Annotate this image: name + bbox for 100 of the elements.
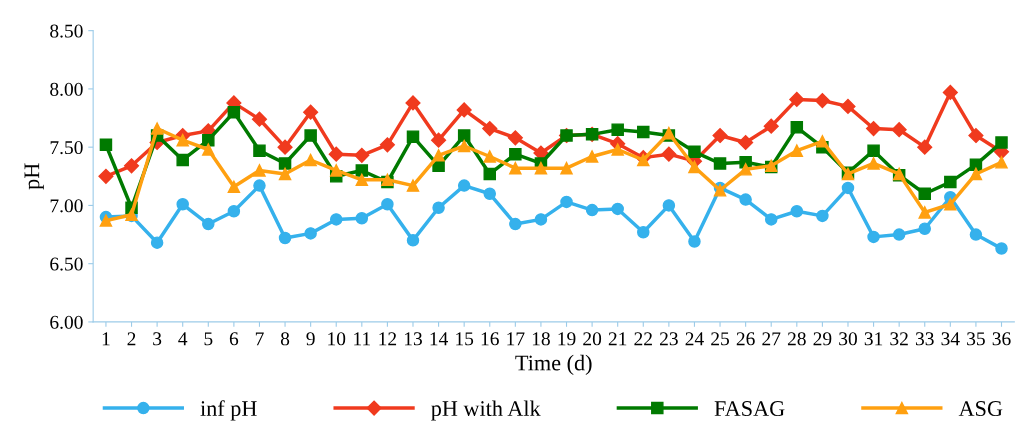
point: [867, 144, 880, 157]
point: [253, 164, 266, 177]
point: [456, 102, 472, 118]
point: [969, 167, 983, 181]
point: [227, 105, 241, 119]
point: [816, 209, 829, 223]
point: [405, 95, 421, 111]
point: [944, 198, 957, 211]
point: [560, 195, 573, 209]
x-tick-label: 11: [354, 332, 371, 346]
x-tick-label: 14: [430, 332, 448, 346]
x-tick-label: 3: [153, 332, 162, 346]
point: [431, 132, 447, 148]
point: [304, 227, 317, 240]
point: [150, 122, 164, 135]
x-tick-label: 4: [178, 332, 188, 346]
point: [969, 158, 983, 171]
x-tick-label: 26: [736, 332, 755, 346]
point: [790, 204, 804, 218]
point: [251, 111, 268, 127]
point: [637, 125, 650, 139]
x-tick-label: 28: [787, 332, 806, 346]
point: [585, 150, 599, 163]
x-tick-label: 1: [102, 332, 110, 346]
point: [995, 156, 1008, 169]
point: [483, 150, 497, 163]
point: [277, 139, 293, 155]
point: [432, 201, 445, 215]
point: [739, 163, 752, 176]
x-tick-label: 29: [813, 332, 832, 346]
point: [381, 198, 394, 211]
point: [790, 144, 804, 157]
x-tick-label: 15: [456, 332, 474, 346]
point: [790, 121, 804, 134]
point: [662, 199, 676, 212]
point: [969, 228, 983, 241]
point: [150, 236, 164, 249]
x-tick-label: 31: [864, 332, 883, 346]
point: [688, 160, 701, 174]
x-tick-label: 12: [379, 332, 397, 346]
point: [509, 161, 522, 175]
point: [739, 193, 752, 206]
legend-label: pH with Alk: [431, 400, 541, 421]
point: [763, 118, 779, 134]
legend-label: ASG: [958, 401, 1003, 417]
point: [483, 187, 497, 201]
point: [176, 198, 189, 211]
x-tick-label: 32: [890, 332, 908, 346]
point: [354, 147, 370, 163]
point: [432, 149, 445, 162]
x-tick-label: 35: [967, 332, 985, 346]
x-axis-title: Time (d): [515, 354, 592, 375]
point: [816, 135, 829, 148]
y-tick-label: 7.50: [50, 140, 83, 155]
point: [764, 213, 778, 226]
point: [99, 138, 113, 152]
point: [253, 144, 266, 157]
x-tick-label: 8: [280, 332, 290, 346]
point: [637, 225, 650, 239]
point: [560, 161, 573, 175]
point: [278, 157, 292, 170]
point: [355, 173, 369, 187]
point: [379, 137, 395, 153]
x-tick-label: 33: [915, 332, 934, 346]
point: [202, 133, 215, 147]
point: [176, 133, 189, 147]
point: [534, 161, 548, 175]
point: [329, 213, 343, 226]
point: [841, 181, 855, 195]
point: [355, 211, 369, 225]
point: [328, 146, 344, 162]
point: [865, 120, 882, 137]
x-tick-label: 2: [127, 332, 136, 346]
point: [253, 179, 266, 192]
point: [942, 84, 958, 100]
point: [688, 235, 701, 248]
x-tick-label: 6: [229, 332, 239, 346]
point: [867, 157, 880, 170]
point: [814, 92, 830, 109]
point: [406, 234, 420, 247]
x-tick-label: 9: [306, 332, 315, 346]
point: [661, 146, 677, 162]
point: [483, 167, 497, 181]
x-tick-label: 16: [481, 332, 499, 346]
point: [611, 202, 624, 216]
point: [713, 157, 727, 170]
point: [918, 187, 931, 201]
point: [918, 222, 931, 235]
point: [406, 130, 420, 143]
point: [303, 104, 319, 120]
point: [98, 168, 114, 184]
point: [278, 231, 292, 245]
legend-label: inf pH: [200, 400, 257, 421]
point: [891, 122, 907, 138]
x-tick-label: 23: [660, 332, 678, 346]
point: [457, 179, 471, 192]
x-tick-label: 30: [839, 332, 857, 346]
point: [585, 203, 599, 217]
point: [944, 175, 957, 189]
point: [509, 217, 522, 231]
